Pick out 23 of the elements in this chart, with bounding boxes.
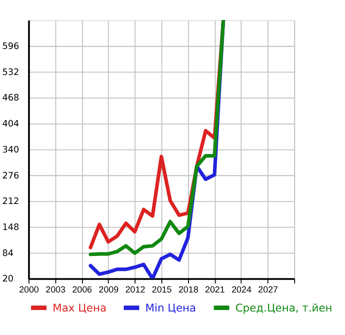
y-tick-label: 340 xyxy=(2,145,20,156)
y-tick-label: 468 xyxy=(2,94,20,104)
y-tick-label: 532 xyxy=(2,68,20,78)
x-tick-label: 2012 xyxy=(125,284,146,294)
legend-label: Max Цена xyxy=(52,301,107,314)
x-tick-label: 2006 xyxy=(72,284,92,294)
y-tick-label: 596 xyxy=(2,42,20,52)
legend-label: Min Цена xyxy=(145,301,196,314)
x-tick-label: 2000 xyxy=(19,284,39,294)
y-tick-label: 276 xyxy=(2,171,20,182)
y-tick-label: 404 xyxy=(2,120,20,130)
x-tick-label: 2009 xyxy=(98,284,119,294)
x-tick-label: 2018 xyxy=(178,284,198,294)
y-tick-label: 148 xyxy=(2,223,20,234)
x-tick-label: 2015 xyxy=(152,284,172,294)
y-tick-label: 84 xyxy=(2,248,14,259)
x-tick-label: 2027 xyxy=(258,284,278,294)
y-tick-label: 212 xyxy=(2,197,20,208)
y-tick-label: 20 xyxy=(2,274,14,285)
x-tick-label: 2003 xyxy=(46,284,66,294)
x-tick-label: 2024 xyxy=(232,284,252,294)
x-tick-label: 2021 xyxy=(205,284,225,294)
legend-label: Сред.Цена, т.йен xyxy=(235,301,332,314)
